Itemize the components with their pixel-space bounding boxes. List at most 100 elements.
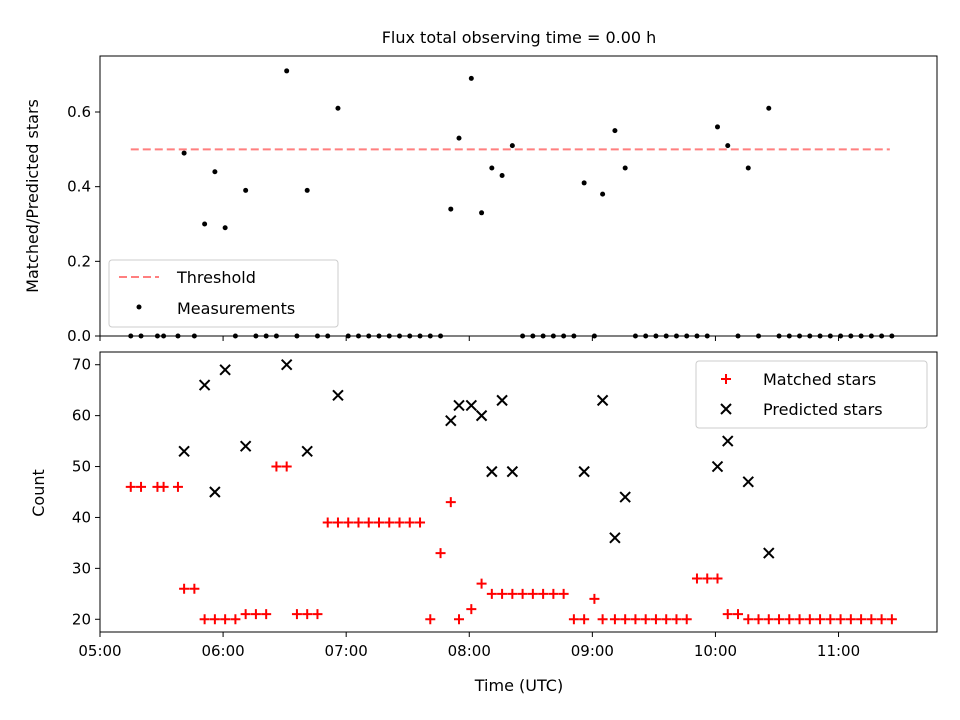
count-panel: 20 30 40 50 60 70 05:00 06:00 07:00 08:00 09:00 10… [29, 351, 938, 695]
matched-point [425, 614, 436, 625]
measurement-point [407, 333, 413, 339]
measurement-point [550, 333, 556, 339]
matched-point [343, 517, 354, 528]
measurement-point [438, 333, 444, 339]
measurement-point [154, 333, 160, 339]
measurement-point [448, 206, 454, 212]
measurement-points [128, 68, 895, 339]
measurement-point [138, 333, 144, 339]
measurement-point [663, 333, 669, 339]
matched-point [384, 517, 395, 528]
count-y-tick-label: 50 [72, 458, 91, 476]
measurement-point [294, 333, 300, 339]
measurement-point [263, 333, 269, 339]
predicted-legend-marker [720, 403, 732, 415]
matched-point [322, 517, 333, 528]
matched-point [527, 588, 538, 599]
matched-point [353, 517, 364, 528]
measurement-legend-label: Measurements [177, 299, 295, 318]
measurement-point [684, 333, 690, 339]
measurement-point [540, 333, 546, 339]
matched-point [702, 573, 713, 584]
matched-point [640, 614, 651, 625]
predicted-point [596, 394, 609, 407]
matched-point [261, 609, 272, 620]
measurement-point [273, 333, 279, 339]
measurement-point [175, 333, 181, 339]
measurement-point [735, 333, 741, 339]
measurement-point [345, 333, 351, 339]
count-y-ticks: 20 30 40 50 60 70 [72, 356, 100, 628]
measurement-point [191, 333, 197, 339]
matched-point [404, 517, 415, 528]
measurement-point [355, 333, 361, 339]
matched-point [415, 517, 426, 528]
matched-point [661, 614, 672, 625]
matched-point [466, 604, 477, 615]
matched-legend-swatch [721, 374, 731, 384]
count-y-tick-label: 70 [72, 356, 91, 374]
predicted-point [578, 465, 590, 478]
measurement-point [202, 221, 208, 227]
count-legend: Matched stars Predicted stars [695, 360, 928, 429]
predicted-legend-swatch [720, 403, 732, 415]
predicted-point [280, 359, 293, 371]
ratio-y-tick-label: 0.4 [67, 178, 91, 196]
measurement-point [827, 333, 833, 339]
chart-title: Flux total observing time = 0.00 h [382, 28, 657, 47]
measurement-point [530, 333, 536, 339]
measurement-point [694, 333, 700, 339]
ratio-y-axis-label: Matched/Predicted stars [23, 99, 42, 293]
matched-point [876, 614, 887, 625]
matched-point [394, 517, 405, 528]
measurement-point [807, 333, 813, 339]
predicted-point [209, 486, 221, 498]
ratio-legend-box [108, 259, 339, 328]
matched-point [691, 573, 702, 584]
count-axes-frame [99, 351, 938, 633]
measurement-point [253, 333, 259, 339]
count-y-tick-label: 30 [72, 559, 91, 577]
matched-point [486, 588, 497, 599]
measurement-point [335, 105, 341, 111]
matched-point [620, 614, 631, 625]
measurement-point [376, 333, 382, 339]
matched-point [597, 614, 608, 625]
count-y-tick-label: 40 [72, 508, 91, 526]
matched-point [845, 614, 856, 625]
matched-point [172, 481, 183, 492]
measurement-point [397, 333, 403, 339]
matched-point [517, 588, 528, 599]
predicted-point [763, 547, 775, 559]
measurement-point [766, 105, 772, 111]
measurement-point [222, 225, 228, 231]
matched-point [291, 609, 302, 620]
measurement-point [232, 333, 238, 339]
matched-point [189, 583, 200, 594]
measurement-point [520, 333, 526, 339]
matched-point [712, 573, 723, 584]
measurement-point [704, 333, 710, 339]
matched-point [220, 614, 231, 625]
threshold-legend-label: Threshold [176, 268, 256, 287]
measurement-point [314, 333, 320, 339]
measurement-point [591, 333, 597, 339]
matched-point [753, 614, 764, 625]
ratio-y-tick-label: 0.0 [67, 327, 91, 345]
matched-point [179, 583, 190, 594]
ratio-y-tick-label: 0.2 [67, 252, 91, 270]
measurement-point [858, 333, 864, 339]
matched-point [804, 614, 815, 625]
matched-point [209, 614, 220, 625]
matched-point [250, 609, 261, 620]
measurement-point [212, 169, 218, 175]
predicted-point [609, 532, 621, 544]
matched-point [136, 481, 147, 492]
count-x-tick-label: 06:00 [201, 642, 244, 660]
matched-point [302, 609, 313, 620]
matched-point [332, 517, 343, 528]
ratio-y-tick-label: 0.6 [67, 103, 91, 121]
count-x-tick-label: 10:00 [694, 642, 737, 660]
measurement-point [786, 333, 792, 339]
